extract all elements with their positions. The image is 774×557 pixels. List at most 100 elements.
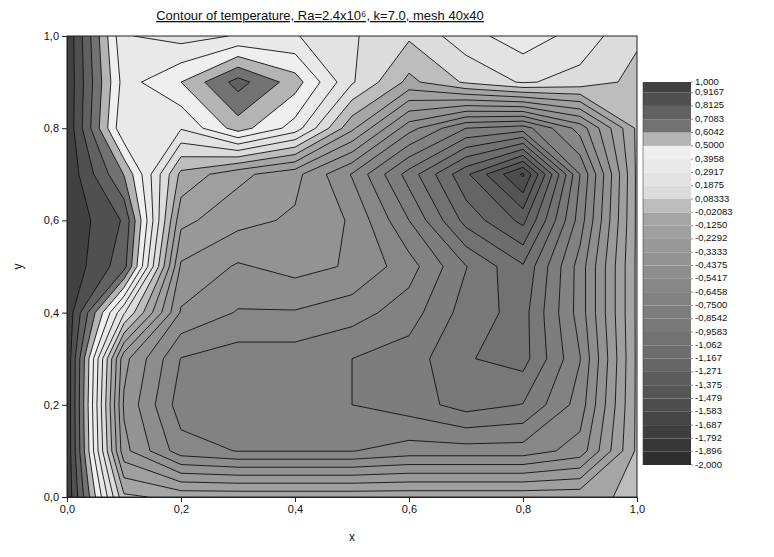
chart-title: Contour of temperature, Ra=2.4x10⁶, k=7.… (156, 8, 484, 23)
colorbar-label: -0,6458 (695, 286, 727, 297)
colorbar-tick (691, 172, 693, 173)
tick-label: 0,8 (516, 503, 531, 515)
contour-band (67, 36, 637, 497)
colorbar-tick (691, 438, 693, 439)
colorbar-tick (691, 238, 693, 239)
colorbar-tick (691, 199, 693, 200)
colorbar-label: 0,9167 (695, 86, 724, 97)
colorbar-label: 0,5000 (695, 139, 724, 150)
contour-band (67, 36, 320, 497)
colorbar-label: -1,271 (695, 365, 722, 376)
tick-mark (523, 497, 524, 502)
tick: 1,0 (44, 30, 67, 42)
colorbar-tick (691, 425, 693, 426)
tick-mark (62, 128, 67, 129)
colorbar-tick (691, 371, 693, 372)
tick-label: 0,0 (60, 503, 75, 515)
colorbar-label: 0,1875 (695, 179, 724, 190)
colorbar-label: -1,062 (695, 339, 722, 350)
tick: 0,6 (402, 497, 417, 515)
tick: 0,6 (44, 214, 67, 226)
tick-mark (409, 497, 410, 502)
colorbar-band (643, 106, 691, 119)
colorbar-tick (691, 385, 693, 386)
contour-group (67, 36, 637, 497)
colorbar-band (643, 412, 691, 425)
colorbar-band (643, 199, 691, 212)
contour-band (67, 36, 637, 497)
colorbar-tick (691, 318, 693, 319)
plot-frame (67, 36, 637, 497)
tick-mark (62, 36, 67, 37)
colorbar-band (643, 399, 691, 412)
colorbar-label: 0,3958 (695, 153, 724, 164)
contour-band (67, 36, 91, 497)
colorbar-band (643, 332, 691, 345)
colorbar-tick (691, 305, 693, 306)
tick: 0,0 (44, 491, 67, 503)
tick-label: 0,8 (44, 122, 59, 134)
colorbar-tick (691, 411, 693, 412)
colorbar-tick (691, 145, 693, 146)
colorbar-tick (691, 465, 693, 466)
tick-label: 0,0 (44, 491, 59, 503)
colorbar-label: -0,3333 (695, 246, 727, 257)
tick-label: 0,4 (288, 503, 303, 515)
colorbar-band (643, 372, 691, 385)
colorbar-label: 0,7083 (695, 113, 724, 124)
tick: 1,0 (630, 497, 645, 515)
tick: 0,8 (516, 497, 531, 515)
colorbar-label: -0,02083 (695, 206, 733, 217)
colorbar-band (643, 438, 691, 451)
contour-band (67, 36, 637, 497)
colorbar-band (643, 133, 691, 146)
colorbar-tick (691, 358, 693, 359)
contour-band (67, 36, 303, 497)
colorbar-band (643, 385, 691, 398)
colorbar-tick (691, 265, 693, 266)
tick-label: 0,6 (402, 503, 417, 515)
tick-mark (62, 497, 67, 498)
colorbar-band (643, 146, 691, 159)
chart-container: 0,00,20,40,60,81,00,00,20,40,60,81,0xyCo… (0, 0, 774, 557)
colorbar-label: 0,2917 (695, 166, 724, 177)
tick-label: 0,6 (44, 214, 59, 226)
x-axis-title: x (349, 530, 355, 544)
tick-mark (181, 497, 182, 502)
axis-line (62, 37, 68, 498)
contour-band (67, 36, 637, 497)
contour-band (67, 36, 637, 497)
colorbar-tick (691, 278, 693, 279)
colorbar-band (643, 305, 691, 318)
colorbar-tick (691, 252, 693, 253)
colorbar-tick (691, 92, 693, 93)
contour-band (67, 36, 637, 497)
colorbar-label: 0,6042 (695, 126, 724, 137)
colorbar-label: -1,375 (695, 379, 722, 390)
colorbar-label: -1,583 (695, 405, 722, 416)
colorbar-label: -1,167 (695, 352, 722, 363)
colorbar-band (643, 119, 691, 132)
chart-svg: 0,00,20,40,60,81,00,00,20,40,60,81,0xyCo… (0, 0, 774, 557)
contour-band (67, 36, 637, 497)
colorbar-tick (691, 159, 693, 160)
colorbar-label: -1,479 (695, 392, 722, 403)
colorbar-label: -0,2292 (695, 232, 727, 243)
y-axis-title: y (11, 264, 25, 270)
colorbar-axis-line (643, 82, 644, 465)
tick-mark (62, 313, 67, 314)
contour-band (67, 36, 637, 497)
contour-band (67, 36, 637, 497)
colorbar-tick (691, 292, 693, 293)
colorbar-band (643, 212, 691, 225)
colorbar-tick (691, 398, 693, 399)
colorbar-tick (691, 451, 693, 452)
colorbar-label: 0,08333 (695, 193, 729, 204)
tick-label: 0,2 (44, 399, 59, 411)
contour-band (67, 36, 120, 497)
colorbar-band (643, 82, 691, 93)
colorbar-band (643, 159, 691, 172)
colorbar-band (643, 319, 691, 332)
tick-mark (295, 497, 296, 502)
colorbar-label: -1,792 (695, 432, 722, 443)
